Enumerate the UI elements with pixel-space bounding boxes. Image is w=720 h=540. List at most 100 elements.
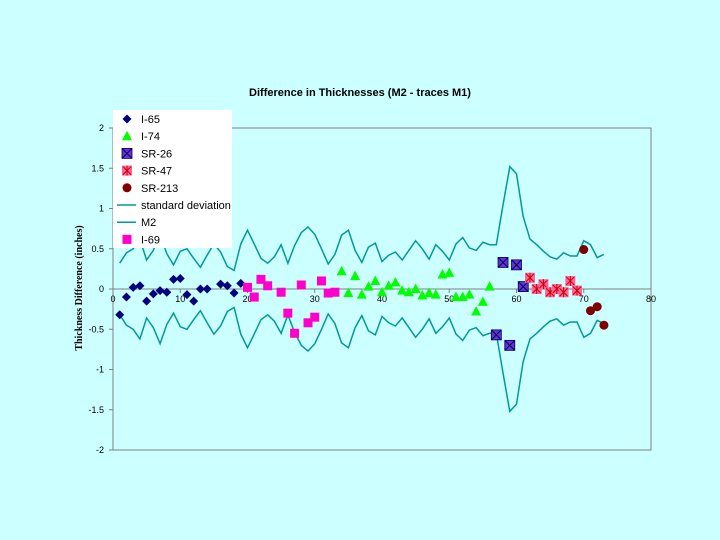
series-i-65 <box>115 274 246 320</box>
data-point-i-69 <box>303 318 313 328</box>
data-point-i-74 <box>477 296 488 306</box>
x-tick-label: 30 <box>310 294 320 304</box>
data-point-sr-47 <box>572 285 583 296</box>
data-point-i-74 <box>471 306 482 316</box>
data-point-sr-26 <box>511 259 522 271</box>
data-point-i-65 <box>216 279 226 289</box>
legend-marker-i-65 <box>122 114 132 124</box>
legend-label-i-65: I-65 <box>141 114 160 126</box>
data-point-i-65 <box>148 289 158 299</box>
data-point-i-69 <box>296 280 306 290</box>
chart-title: Difference in Thicknesses (M2 - traces M… <box>249 87 471 99</box>
data-point-i-65 <box>195 284 205 294</box>
data-point-i-74 <box>444 267 455 277</box>
data-point-sr-47 <box>524 272 535 283</box>
data-point-i-74 <box>464 289 475 299</box>
data-point-sr-26 <box>497 257 509 268</box>
x-tick-label: 40 <box>377 294 387 304</box>
data-point-i-74 <box>430 289 441 299</box>
y-tick-label: -1.5 <box>88 405 104 415</box>
data-point-i-74 <box>356 289 367 299</box>
data-point-i-74 <box>424 287 435 298</box>
data-point-i-65 <box>222 281 232 291</box>
data-point-i-74 <box>336 265 347 276</box>
legend-label-m2: M2 <box>141 217 156 229</box>
data-point-i-65 <box>115 310 125 320</box>
data-point-i-74 <box>403 286 414 297</box>
legend-label-sr-213: SR-213 <box>141 183 178 195</box>
y-tick-label: 2 <box>99 123 104 133</box>
data-point-i-69 <box>243 282 252 292</box>
y-axis-label: Thickness Difference (inches) <box>74 225 85 350</box>
data-point-i-74 <box>363 281 374 291</box>
marker-cross <box>497 257 509 268</box>
data-point-i-74 <box>397 285 408 295</box>
legend-marker-sr-213 <box>122 183 132 193</box>
marker-series <box>115 245 609 351</box>
legend-marker-i-69 <box>122 234 132 244</box>
marker-cross <box>121 148 133 159</box>
series-i-74 <box>336 265 495 316</box>
data-point-i-74 <box>417 289 428 300</box>
data-point-i-65 <box>142 296 152 306</box>
data-point-sr-213 <box>592 302 602 312</box>
data-point-i-74 <box>410 283 421 293</box>
line-series <box>119 164 605 414</box>
data-point-i-65 <box>189 296 199 306</box>
marker-star <box>565 275 575 286</box>
marker-star <box>572 285 582 296</box>
marker-star <box>539 279 548 290</box>
y-tick-label: 1 <box>99 204 104 214</box>
y-tick-label: -0.5 <box>88 324 104 334</box>
legend-label-i-69: I-69 <box>141 234 160 246</box>
legend-box <box>113 110 232 248</box>
data-point-i-74 <box>383 280 394 290</box>
x-tick-label: 50 <box>444 294 454 304</box>
data-point-i-65 <box>229 288 239 298</box>
data-point-i-65 <box>175 274 185 284</box>
marker-cross <box>504 339 516 351</box>
legend-label-standard-deviation: standard deviation <box>141 200 231 212</box>
legend: I-65 I-74 SR-26 SR-47 SR-213 standard deviati… <box>113 110 232 248</box>
data-point-sr-26 <box>517 281 529 292</box>
marker-star <box>525 272 535 283</box>
y-tick-label: 0 <box>99 284 104 294</box>
legend-marker-sr-47 <box>122 165 132 176</box>
series-i-69 <box>243 274 340 338</box>
data-point-i-69 <box>283 308 293 318</box>
data-point-i-69 <box>249 292 259 302</box>
data-point-i-74 <box>450 291 461 302</box>
data-point-i-69 <box>323 288 333 298</box>
x-tick-label: 10 <box>175 294 185 304</box>
y-tick-label: 0.5 <box>91 244 104 254</box>
data-point-i-65 <box>135 281 145 291</box>
data-point-i-74 <box>350 270 361 281</box>
x-tick-label: 60 <box>511 294 521 304</box>
series-line-standard-deviation <box>119 164 605 272</box>
data-point-i-69 <box>330 287 340 297</box>
y-tick-label: -1 <box>96 365 104 375</box>
marker-cross <box>490 329 502 341</box>
x-tick-label: 70 <box>579 294 589 304</box>
data-point-i-65 <box>202 284 212 294</box>
data-point-i-74 <box>343 287 354 298</box>
legend-label-sr-26: SR-26 <box>141 148 172 160</box>
data-point-i-69 <box>276 287 286 297</box>
x-tick-label: 0 <box>110 294 115 304</box>
legend-label-sr-47: SR-47 <box>141 166 172 178</box>
data-point-i-65 <box>128 282 138 292</box>
data-point-sr-213 <box>599 320 609 330</box>
data-point-i-74 <box>484 281 495 291</box>
data-point-sr-47 <box>565 275 576 286</box>
data-point-i-65 <box>162 287 172 297</box>
data-point-i-74 <box>370 275 381 285</box>
data-point-i-65 <box>121 292 131 302</box>
data-point-sr-26 <box>490 329 502 341</box>
x-tick-label: 80 <box>646 294 656 304</box>
series-line-m2 <box>119 306 605 414</box>
data-point-sr-213 <box>579 245 589 255</box>
legend-label-i-74: I-74 <box>141 131 160 143</box>
data-point-i-74 <box>377 286 387 297</box>
series-sr-213 <box>579 245 609 330</box>
